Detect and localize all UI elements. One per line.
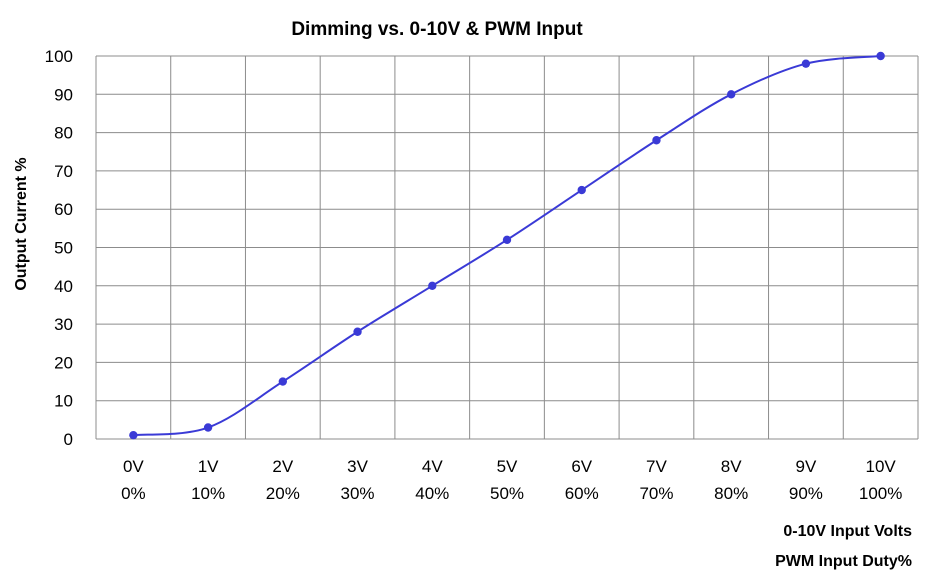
x-tick-label-volts: 3V — [347, 457, 368, 476]
chart-title: Dimming vs. 0-10V & PWM Input — [291, 19, 583, 40]
y-tick-label: 0 — [64, 430, 73, 449]
x-tick-label-volts: 2V — [272, 457, 293, 476]
x-tick-label-volts: 7V — [646, 457, 667, 476]
x-tick-label-volts: 5V — [497, 457, 518, 476]
x-tick-label-pwm: 20% — [266, 484, 300, 503]
data-point — [203, 423, 213, 432]
y-tick-label: 80 — [54, 124, 73, 143]
y-tick-label: 90 — [54, 85, 73, 104]
y-tick-label: 10 — [54, 392, 73, 411]
y-tick-label: 100 — [45, 47, 73, 66]
y-tick-label: 70 — [54, 162, 73, 181]
series — [129, 51, 885, 440]
x-tick-label-pwm: 100% — [859, 484, 902, 503]
x-tick-label-pwm: 30% — [341, 484, 375, 503]
x-tick-label-pwm: 40% — [415, 484, 449, 503]
y-tick-label: 60 — [54, 200, 73, 219]
x-tick-label-volts: 6V — [571, 457, 592, 476]
y-axis-label: Output Current % — [13, 157, 30, 290]
x-tick-label-volts: 4V — [422, 457, 443, 476]
data-point — [577, 185, 586, 195]
x-tick-labels: 0V 0% 1V 10% 2V 20% 3V 30% 4V 40% 5V 50% 6V 60% 7V 70% 8… — [121, 457, 902, 503]
x-tick-label-volts: 1V — [198, 457, 219, 476]
y-tick-label: 30 — [54, 315, 73, 334]
x-tick-label-volts: 8V — [721, 457, 742, 476]
x-tick-label-pwm: 10% — [191, 484, 225, 503]
x-tick-label-pwm: 90% — [789, 484, 823, 503]
x-axis-label-volts: 0-10V Input Volts — [783, 523, 912, 540]
y-tick-label: 40 — [54, 277, 73, 296]
x-tick-label-volts: 0V — [123, 457, 144, 476]
grid — [95, 55, 919, 440]
x-axis-label-pwm: PWM Input Duty% — [775, 553, 912, 570]
data-point — [353, 327, 362, 336]
data-point — [726, 90, 736, 99]
y-tick-label: 20 — [54, 353, 73, 372]
data-point — [129, 430, 138, 440]
x-tick-label-pwm: 80% — [714, 484, 748, 503]
x-tick-label-pwm: 60% — [565, 484, 599, 503]
data-point — [801, 59, 811, 68]
y-tick-labels: 0 10 20 30 40 50 60 70 80 90 100 — [45, 47, 73, 449]
data-point — [652, 136, 661, 145]
x-tick-label-pwm: 50% — [490, 484, 524, 503]
y-tick-label: 50 — [54, 239, 73, 258]
data-point — [876, 51, 885, 61]
data-point — [502, 235, 512, 245]
data-point — [278, 377, 288, 386]
x-tick-label-pwm: 0% — [121, 484, 146, 503]
x-tick-label-pwm: 70% — [639, 484, 673, 503]
x-tick-label-volts: 10V — [866, 457, 897, 476]
x-tick-label-volts: 9V — [796, 457, 817, 476]
data-point — [428, 281, 437, 290]
